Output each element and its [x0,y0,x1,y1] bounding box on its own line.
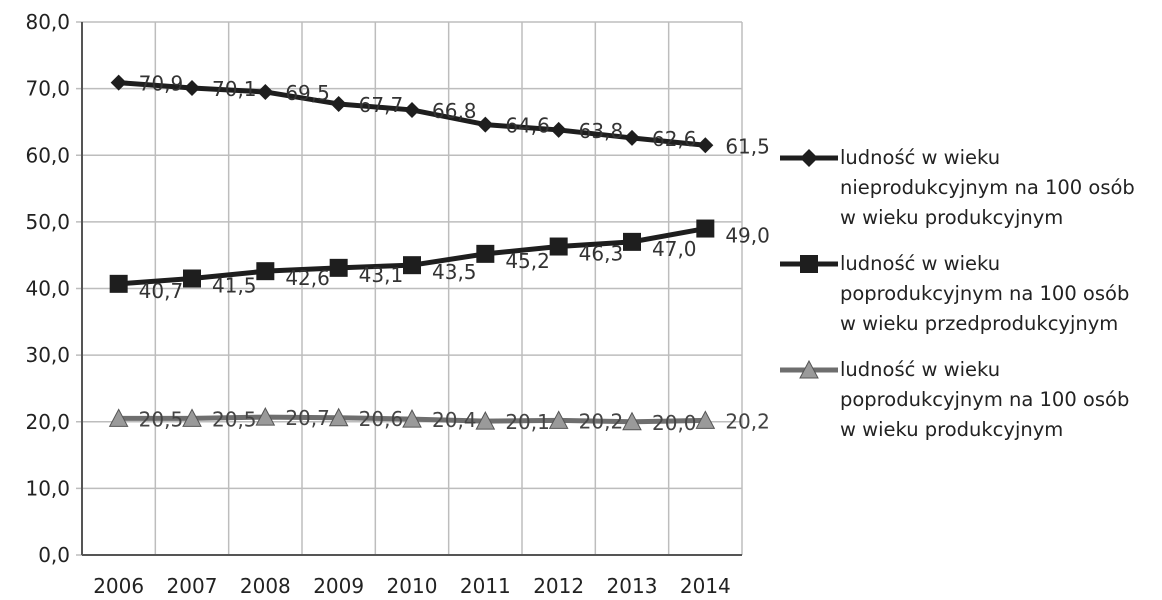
y-tick-label: 40,0 [25,277,70,301]
data-label: 20,0 [652,411,697,435]
legend-triangle-marker [780,359,838,379]
x-tick-label: 2010 [387,574,438,598]
data-label: 62,6 [652,127,697,151]
legend-label-line: w wieku produkcyjnym [840,418,1064,441]
diamond-marker [697,137,714,154]
diamond-marker [110,74,127,91]
diamond-marker [624,129,640,146]
triangle-marker [182,408,202,427]
square-marker [109,274,128,293]
legend-item-poprodukcyjnym-prod: ludność w wieku poprodukcyjnym na 100 os… [778,355,1158,445]
data-label: 45,2 [505,249,550,273]
square-marker [403,256,421,275]
data-label: 64,6 [505,114,550,138]
triangle-marker [475,411,496,430]
x-tick-label: 2009 [313,574,364,598]
triangle-marker [548,410,569,429]
legend-item-poprodukcyjnym-przed: ludność w wieku poprodukcyjnym na 100 os… [778,249,1158,339]
data-label: 20,5 [212,407,257,431]
triangle-marker [108,408,129,427]
y-tick-label: 10,0 [25,476,70,500]
x-tick-label: 2013 [607,574,658,598]
data-label: 41,5 [212,274,257,298]
legend-label-line: w wieku przedprodukcyjnym [840,312,1119,335]
data-label: 47,0 [652,237,697,261]
y-tick-label: 70,0 [25,77,70,101]
y-tick-label: 50,0 [25,210,70,234]
y-tick-label: 60,0 [25,143,70,167]
data-label: 20,6 [359,407,404,431]
square-marker [549,237,568,256]
x-tick-label: 2007 [167,574,218,598]
legend-label-line: ludność w wieku [840,252,1001,275]
data-label: 69,5 [285,81,330,105]
diamond-marker [550,121,567,138]
diamond-marker [184,79,200,96]
chart-legend: ludność w wieku nieprodukcyjnym na 100 o… [778,143,1158,461]
square-marker [256,262,275,281]
legend-label-line: poprodukcyjnym na 100 osób [840,388,1130,411]
x-tick-label: 2008 [240,574,291,598]
triangle-marker [622,411,642,431]
data-label: 20,7 [285,406,330,430]
x-tick-label: 2012 [533,574,584,598]
diamond-marker [257,83,274,100]
data-label: 49,0 [725,224,770,248]
data-label: 70,1 [212,77,257,101]
data-label: 66,8 [432,99,477,123]
diamond-marker [404,101,420,118]
square-marker [623,232,641,251]
data-label: 40,7 [139,279,184,303]
y-tick-label: 30,0 [25,343,70,367]
data-label: 63,8 [579,119,624,143]
data-label: 43,5 [432,260,477,284]
legend-label-line: w wieku produkcyjnym [840,206,1064,229]
x-tick-label: 2011 [460,574,511,598]
legend-label-line: poprodukcyjnym na 100 osób [840,282,1130,305]
data-label: 46,3 [579,242,624,266]
square-marker [696,219,715,238]
legend-item-nieprodukcyjnym: ludność w wieku nieprodukcyjnym na 100 o… [778,143,1158,233]
square-marker [476,244,495,263]
data-label: 20,2 [579,409,624,433]
legend-diamond-marker [780,149,838,167]
triangle-marker [695,410,716,429]
square-marker [329,258,348,277]
y-tick-label: 20,0 [25,410,70,434]
data-label: 43,1 [359,263,404,287]
data-label: 20,2 [725,409,770,433]
diamond-marker [477,116,494,133]
y-tick-label: 80,0 [25,10,70,34]
data-label: 20,1 [505,410,550,434]
data-label: 67,7 [359,93,404,117]
triangle-marker [255,407,276,426]
data-label: 42,6 [285,266,330,290]
data-label: 20,5 [139,407,184,431]
x-tick-label: 2014 [680,574,731,598]
triangle-marker [328,407,349,427]
square-marker [183,269,201,288]
data-label: 70,9 [139,72,184,96]
data-label: 61,5 [725,134,770,158]
y-tick-label: 0,0 [38,543,70,567]
legend-label-line: nieprodukcyjnym na 100 osób [840,176,1135,199]
legend-square-marker [780,255,838,273]
data-label: 20,4 [432,408,477,432]
diamond-marker [330,95,347,112]
x-tick-label: 2006 [93,574,144,598]
legend-label-line: ludność w wieku [840,146,1001,169]
triangle-marker [402,409,422,428]
legend-label-line: ludność w wieku [840,358,1001,381]
